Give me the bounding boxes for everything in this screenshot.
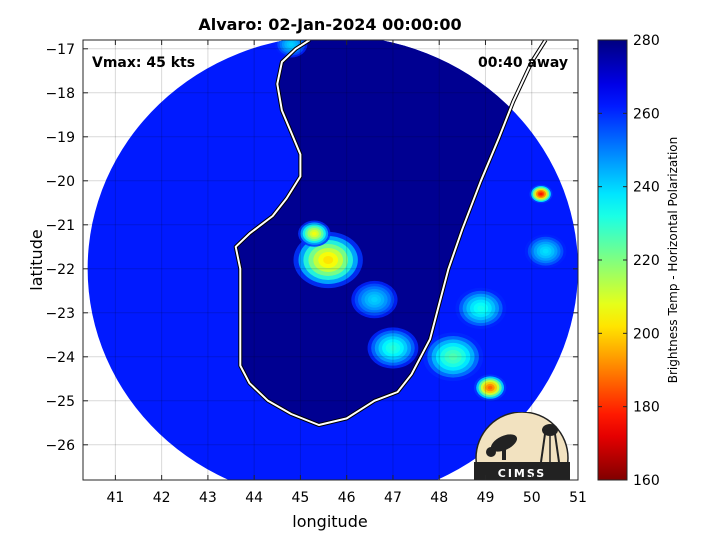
y-tick-label: −17 [45,42,75,58]
chart-title: Alvaro: 02-Jan-2024 00:00:00 [198,15,461,34]
colorbar-bar [597,39,628,481]
land-layer [235,40,578,425]
logo-tower-tank [542,424,558,436]
time-away-annotation: 00:40 away [478,55,568,71]
colorbar-tick-label: 200 [633,326,660,342]
colorbar-label: Brightness Temp - Horizontal Polarizatio… [666,137,680,384]
x-tick-label: 50 [523,490,541,506]
x-tick-label: 51 [569,490,587,506]
coastline [233,40,548,427]
x-tick-label: 46 [338,490,356,506]
convection-cell [487,385,493,390]
convection-cell [477,305,485,312]
y-tick-label: −22 [45,262,75,278]
x-tick-label: 45 [292,490,310,506]
land-mass [235,40,578,425]
cimss-logo: CIMSS [474,412,570,480]
axes-frame [82,39,579,481]
logo-text: CIMSS [498,467,546,480]
coastline-line [234,40,547,426]
y-tick-label: −19 [45,130,75,146]
x-tick-label: 41 [106,490,124,506]
x-axis: 41 42 43 44 45 46 47 48 49 50 51 [106,40,587,506]
convection-cell [539,192,543,196]
y-tick-label: −21 [45,218,75,234]
colorbar-tick-label: 180 [633,400,660,416]
convection-cell [389,345,397,351]
convection-cell [323,256,334,264]
x-tick-label: 43 [199,490,217,506]
logo-small-dish [486,447,496,457]
x-axis-label: longitude [292,512,367,531]
colorbar-ticks: 160 180 200 220 240 260 280 [598,33,660,489]
x-tick-label: 48 [430,490,448,506]
x-tick-label: 42 [153,490,171,506]
logo-tower-leg [554,433,560,463]
convection-cell [312,231,317,236]
y-tick-label: −23 [45,306,75,322]
y-tick-label: −18 [45,86,75,102]
x-tick-label: 44 [245,490,263,506]
y-tick-label: −26 [45,438,75,454]
x-tick-label: 49 [477,490,495,506]
y-axis-label: latitude [27,229,46,290]
vmax-annotation: Vmax: 45 kts [92,55,195,71]
logo-tower-leg [540,433,546,463]
colorbar-tick-label: 260 [633,106,660,122]
logo-dish [490,434,518,452]
colorbar-tick-label: 220 [633,253,660,269]
logo-building [474,462,570,480]
colorbar-tick-label: 160 [633,473,660,489]
y-axis: −17 −18 −19 −20 −21 −22 −23 −24 −25 −26 [45,42,578,454]
convection-cell [542,248,549,254]
grid-lines [83,40,578,480]
x-tick-label: 47 [384,490,402,506]
heatmap-layer [87,40,578,480]
y-tick-label: −24 [45,350,75,366]
convection-cell [448,353,458,361]
colorbar-tick-label: 240 [633,180,660,196]
logo-dish-stand [502,446,506,460]
y-tick-label: −20 [45,174,75,190]
convection-cell [288,42,294,47]
colorbar-tick-label: 280 [633,33,660,49]
convection-cell [371,296,378,303]
convection-layer [274,40,567,401]
y-tick-label: −25 [45,394,75,410]
colorbar: 160 180 200 220 240 260 280 Brightness Temp - … [597,33,680,489]
